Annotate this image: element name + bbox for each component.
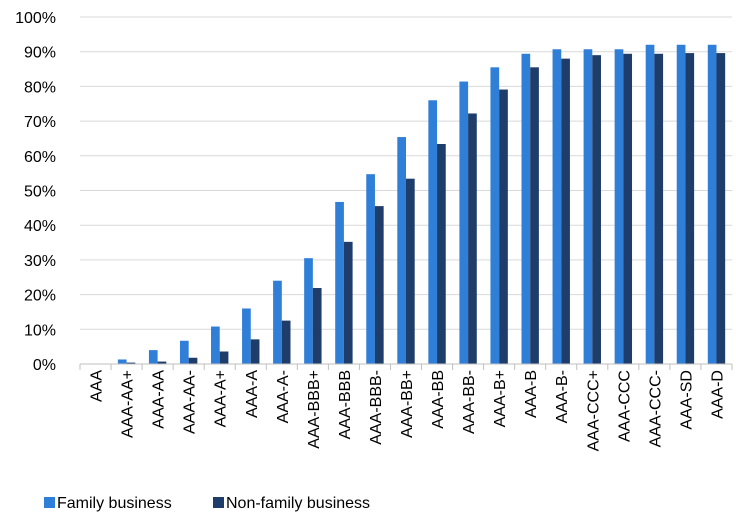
y-tick-label: 80% [24,79,56,96]
x-tick-label: AAA-A+ [213,370,230,427]
bar-non-family [592,55,601,365]
legend-swatch [213,497,224,508]
bar-family [335,201,344,364]
bar-non-family [374,206,384,364]
bar-non-family [468,113,477,364]
x-tick-label: AAA-AA [151,370,168,429]
bar-non-family [157,361,167,364]
y-tick-label: 100% [15,10,56,27]
bar-non-family [530,67,539,364]
y-tick-label: 0% [33,357,56,374]
x-tick-label: AAA-CCC+ [585,370,602,451]
y-tick-label: 90% [24,45,56,62]
x-tick-label: AAA-BB- [461,370,478,434]
bar-non-family [219,351,229,364]
bar-family [397,137,406,364]
x-tick-label: AAA-BBB [337,370,354,439]
legend-swatch [44,497,55,508]
bar-family [676,44,686,364]
y-tick-label: 70% [24,114,56,131]
bar-non-family [499,89,508,364]
bar-family [179,340,189,364]
bar-family [304,258,313,364]
x-tick-label: AAA [89,370,106,402]
x-tick-label: AAA-A- [275,370,292,423]
bar-family [614,49,624,365]
y-tick-label: 20% [24,288,56,305]
y-tick-label: 30% [24,253,56,270]
y-tick-label: 40% [24,218,56,235]
bar-family [459,81,469,365]
y-tick-label: 50% [24,184,56,201]
x-tick-label: AAA-D [709,370,726,419]
bar-non-family [281,320,291,364]
bar-non-family [406,178,415,364]
bar-family [211,326,220,364]
x-tick-label: AAA-B [523,370,540,418]
x-tick-label: AAA-BBB+ [306,370,323,449]
bar-non-family [716,53,726,364]
x-tick-label: AAA-B+ [492,370,509,427]
y-tick-label: 10% [24,322,56,339]
bar-family [521,53,531,364]
bar-non-family [188,357,198,364]
bar-non-family [343,241,353,364]
x-tick-label: AAA-B- [554,370,571,423]
bar-family [148,350,158,364]
bar-family [645,44,655,364]
x-tick-label: AAA-AA- [182,370,199,434]
bar-non-family [250,339,260,364]
y-tick-label: 60% [24,149,56,166]
bar-family [552,49,562,365]
x-axis-ticks: AAA AAA-AA+ AAA-AA AAA-AA- AAA-A+ AAA-A AAA-A-… [89,370,727,452]
legend-label: Non-family business [226,495,370,512]
bar-non-family [623,53,633,364]
x-tick-label: AAA-BB+ [399,370,416,438]
bar-family [428,100,438,364]
bar-non-family [561,58,570,364]
x-tick-label: AAA-A [244,370,261,418]
bar-non-family [437,144,446,364]
bar-family [273,280,282,364]
x-tick-label: AAA-AA+ [120,370,137,438]
bar-family [366,174,375,364]
x-tick-label: AAA-BBB- [368,370,385,445]
bar-non-family [312,288,322,364]
bar-non-family [126,362,136,364]
bar-family [117,359,127,364]
x-tick-label: AAA-CCC- [647,370,664,447]
bar-non-family [654,53,664,364]
x-axis [79,363,733,370]
bar-family [583,49,593,365]
x-tick-label: AAA-CCC [616,370,633,442]
legend: Family business Non-family business [44,495,370,512]
bar-non-family [685,53,695,364]
bar-family [242,308,251,364]
x-tick-label: AAA-SD [678,370,695,430]
y-axis-ticks: 0% 10% 20% 30% 40% 50% 60% 70% 80% 90% 100% [15,10,56,374]
bars [86,44,726,365]
bar-family [490,67,500,364]
bar-family [707,44,717,364]
legend-label: Family business [57,495,172,512]
x-tick-label: AAA-BB [430,370,447,429]
